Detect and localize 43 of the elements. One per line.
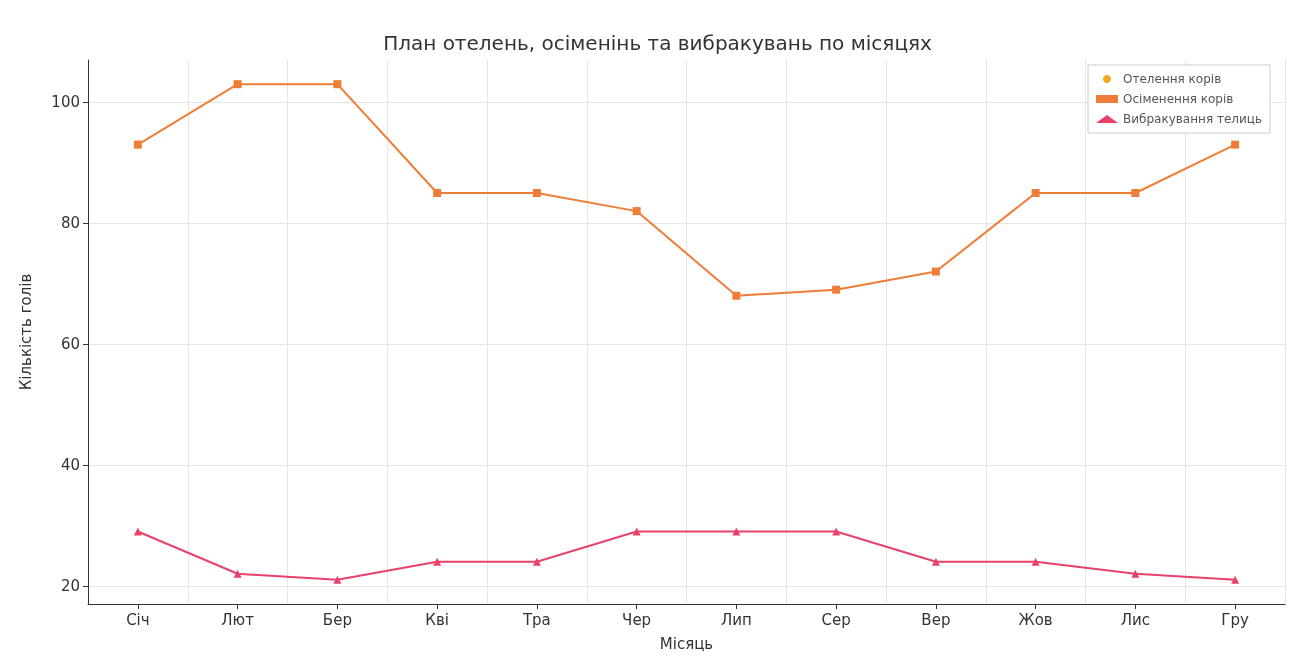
x-axis-title: Місяць [659,634,714,653]
point [433,557,442,566]
point [532,188,541,197]
x-tick-label: Гру [1221,610,1250,629]
x-tick-label: Лип [720,610,752,629]
x-tick-label: Вер [921,610,951,629]
point [333,575,342,584]
y-tick-label: 40 [60,455,80,474]
point [931,557,940,566]
point [333,80,342,89]
point [1131,188,1140,197]
point [832,285,841,294]
y-tick-label: 80 [60,214,80,233]
x-tick-label: Тра [521,610,551,629]
point [133,140,142,149]
x-tick-label: Чер [622,610,652,629]
x-tick-label: Бер [322,610,352,629]
point [433,188,442,197]
point [1031,188,1040,197]
x-tick-label: Лис [1120,610,1151,629]
legend-label: Отелення корів [1123,72,1222,86]
point [233,80,242,89]
y-tick-label: 100 [51,93,80,112]
point [1131,569,1140,578]
x-tick-label: Січ [126,610,150,629]
point [632,207,641,216]
legend-label: Вибракування телиць [1123,112,1262,126]
x-tick-label: Лют [221,610,255,629]
x-tick-label: Сер [821,610,851,629]
point [532,557,541,566]
point [931,267,940,276]
x-tick-label: Жов [1018,610,1053,629]
point [1231,140,1240,149]
point [233,569,242,578]
legend-label: Осіменення корів [1123,92,1234,106]
point [1231,575,1240,584]
chart-title: План отелень, осіменінь та вибракувань по місяцях [383,31,933,55]
x-tick-label: Кві [425,610,449,629]
y-tick-label: 20 [60,576,80,595]
y-axis-title: Кількість голів [16,273,35,391]
point [1031,557,1040,566]
y-tick-label: 60 [60,335,80,354]
point [732,291,741,300]
